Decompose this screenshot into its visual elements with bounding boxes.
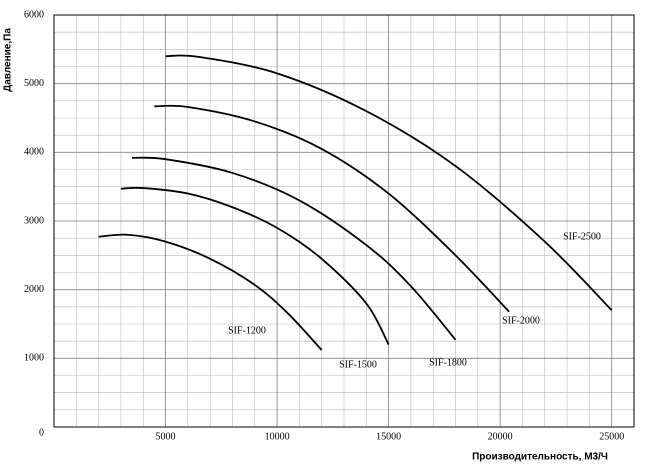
series-label: SIF-1800 xyxy=(429,357,467,368)
series-label: SIF-1500 xyxy=(339,359,377,370)
y-tick-label: 0 xyxy=(39,427,44,438)
y-tick-label: 2000 xyxy=(24,284,44,295)
x-axis-label: Производительность, М3/Ч xyxy=(472,452,608,463)
curve xyxy=(120,186,390,346)
x-tick-label: 25000 xyxy=(599,431,624,442)
y-axis-label: Давление,Па xyxy=(3,28,14,92)
curve xyxy=(154,104,510,313)
x-tick-label: 5000 xyxy=(156,431,176,442)
curve xyxy=(132,156,457,341)
series-label: SIF-1200 xyxy=(228,325,266,336)
y-tick-label: 3000 xyxy=(24,215,44,226)
y-tick-label: 6000 xyxy=(24,9,44,20)
y-tick-label: 4000 xyxy=(24,147,44,158)
curve xyxy=(98,233,323,351)
curve xyxy=(165,54,613,311)
series-label: SIF-2500 xyxy=(563,231,601,242)
series-label: SIF-2000 xyxy=(502,315,540,326)
y-tick-label: 1000 xyxy=(24,353,44,364)
x-tick-label: 10000 xyxy=(265,431,290,442)
x-tick-label: 15000 xyxy=(376,431,401,442)
y-tick-label: 5000 xyxy=(24,78,44,89)
plot-frame xyxy=(53,14,635,428)
x-tick-label: 20000 xyxy=(488,431,513,442)
